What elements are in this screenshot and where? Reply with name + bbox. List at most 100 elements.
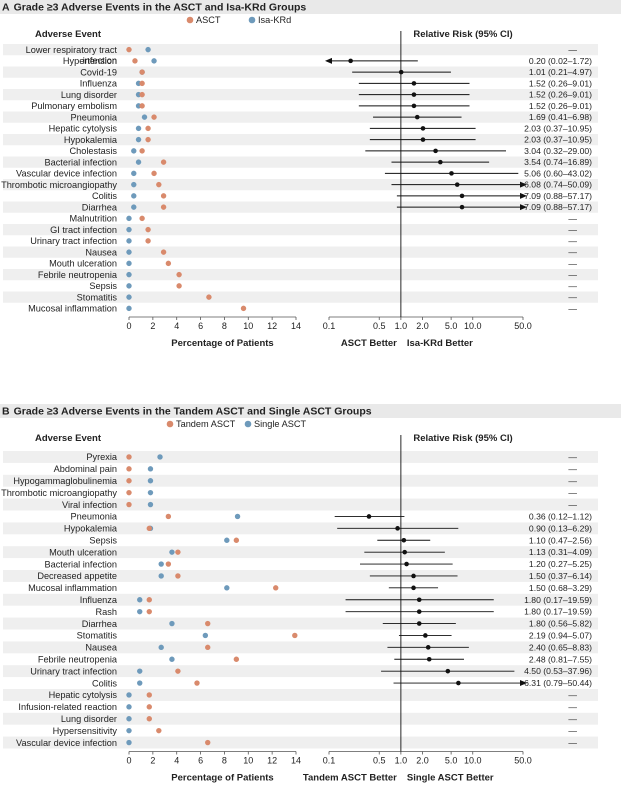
row-stripe (3, 522, 598, 535)
dot-axis-tick-label: 14 (291, 321, 301, 331)
row-label: Hypokalemia (64, 524, 118, 534)
dot-secondary (135, 159, 142, 165)
dot-primary (126, 489, 132, 496)
rr-point (411, 81, 417, 86)
rr-axis-tick-label: 2.0 (416, 756, 429, 766)
rr-point (395, 526, 400, 531)
dot-secondary (151, 58, 157, 64)
rr-value: 2.03 (0.37–10.95) (524, 135, 592, 145)
dot-primary (145, 238, 151, 244)
row-label: Diarrhea (82, 202, 118, 212)
dot-primary (160, 249, 167, 255)
table-row: Hypokalemia 0.90 (0.13–6.29) (64, 523, 592, 533)
rr-dash: — (568, 476, 577, 486)
rr-point (456, 680, 461, 686)
rr-dash: — (568, 500, 577, 510)
row-stripe (3, 291, 598, 303)
row-label: Cholestasis (70, 146, 118, 156)
table-row: Hepatic cytolysis — (49, 690, 578, 700)
rr-value: 1.13 (0.31–4.09) (529, 547, 592, 557)
dot-secondary (224, 537, 230, 543)
table-row: Colitis 6.31 (0.79–50.44) (92, 678, 592, 688)
row-stripe (3, 89, 598, 101)
dot-primary (145, 136, 151, 143)
row-label: Thrombotic microangiopathy (1, 488, 117, 498)
legend-marker-0 (166, 420, 174, 428)
rr-point (445, 668, 451, 674)
table-row: Febrile neutropenia 2.48 (0.81–7.55) (38, 654, 592, 664)
row-label: Colitis (92, 191, 117, 201)
dot-primary (205, 644, 211, 651)
rr-point (416, 597, 422, 603)
rr-point (366, 514, 372, 519)
table-row: Diarrhea 7.09 (0.88–57.17) (82, 202, 592, 212)
table-row: Hypokalemia 2.03 (0.37–10.95) (64, 135, 592, 145)
rr-axis-tick-label: 0.5 (373, 321, 386, 331)
dot-secondary (169, 656, 175, 662)
table-row: Pyrexia — (86, 452, 577, 462)
table-row: Febrile neutropenia — (38, 270, 578, 280)
table-row: Sepsis 1.10 (0.47–2.56) (89, 535, 592, 545)
table-row: Thrombotic microangiopathy — (1, 488, 577, 498)
rr-point (423, 633, 428, 638)
dot-secondary (147, 489, 154, 496)
panel-letter: A (2, 2, 10, 14)
row-label: Bacterial infection (44, 559, 117, 569)
dot-primary (139, 91, 145, 98)
rr-value: 2.19 (0.94–5.07) (529, 630, 592, 640)
dot-primary (165, 561, 172, 567)
dot-secondary (126, 294, 132, 300)
table-row: Influenza 1.52 (0.26–9.01) (80, 78, 592, 88)
rr-axis-tick-label: 10.0 (464, 756, 482, 766)
dot-axis-tick-label: 2 (150, 321, 155, 331)
dot-secondary (126, 739, 132, 746)
row-label: Pneumonia (71, 512, 118, 522)
dot-axis-tick-label: 4 (174, 321, 179, 331)
ci-arrow (520, 181, 527, 188)
dot-secondary (147, 478, 154, 484)
dot-axis-tick-label: 4 (174, 756, 179, 766)
dot-secondary (137, 668, 143, 674)
table-row: Mucosal inflammation — (28, 303, 577, 313)
dot-primary (175, 573, 181, 579)
table-row: Stomatitis — (77, 292, 578, 302)
table-row: Bacterial infection 1.20 (0.27–5.25) (44, 559, 592, 569)
table-row: Sepsis — (89, 281, 577, 291)
row-label: Colitis (92, 678, 117, 688)
rr-point (416, 621, 422, 626)
dot-primary (175, 668, 181, 674)
dot-secondary (145, 46, 151, 53)
dot-axis-tick-label: 2 (150, 756, 155, 766)
rr-value: 1.52 (0.26–9.01) (529, 101, 592, 111)
row-label: Mouth ulceration (49, 547, 117, 557)
row-stripe (3, 269, 598, 281)
row-label: Influenza (80, 79, 118, 89)
column-header-event: Adverse Event (35, 433, 102, 444)
dot-secondary (137, 680, 143, 686)
rr-dash: — (568, 225, 577, 235)
row-stripe (3, 474, 598, 487)
rr-value: 1.52 (0.26–9.01) (529, 90, 592, 100)
row-label: Lower respiratory tract (26, 45, 118, 55)
rr-axis-tick-label: 0.1 (323, 321, 336, 331)
row-label: Vascular device infection (16, 169, 117, 179)
dot-axis-tick-label: 12 (267, 321, 277, 331)
row-label: Rash (96, 607, 117, 617)
panel-title-text: Grade ≥3 Adverse Events in the Tandem AS… (14, 406, 372, 418)
dot-primary (146, 704, 152, 710)
dot-secondary (126, 283, 132, 289)
row-label: Nausea (85, 643, 118, 653)
dot-secondary (126, 249, 132, 255)
dot-axis-tick-label: 10 (243, 321, 253, 331)
rr-dash: — (568, 281, 577, 291)
dot-secondary (126, 692, 132, 698)
row-label: Febrile neutropenia (38, 270, 118, 280)
table-row: Viral infection — (62, 500, 577, 510)
dot-axis-title: Percentage of Patients (171, 773, 273, 784)
rr-axis-tick-label: 0.5 (373, 756, 386, 766)
dot-primary (139, 103, 145, 109)
row-stripe (3, 546, 598, 559)
row-stripe (3, 665, 598, 678)
rr-axis-tick-label: 50.0 (514, 756, 532, 766)
dot-primary (176, 271, 182, 278)
